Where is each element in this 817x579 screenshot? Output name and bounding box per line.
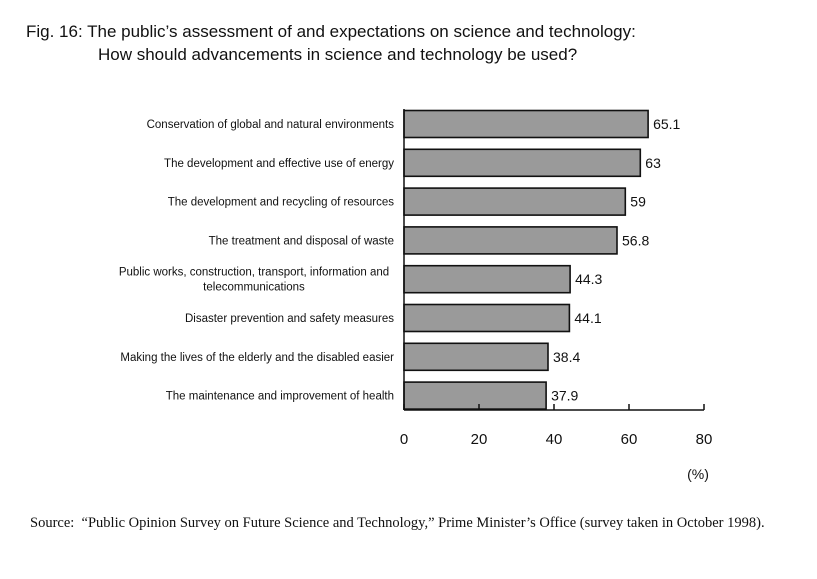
category-label: telecommunications [203,282,305,294]
bars-layer: 65.1 Conservation of global and natural e… [119,109,681,410]
bar-value-label: 44.1 [574,310,601,326]
bar [403,303,571,333]
bar-value-label: 38.4 [553,349,580,365]
x-axis: 0 20 40 60 80 [400,109,713,448]
source-text: “Public Opinion Survey on Future Science… [81,515,765,531]
bar [403,264,571,294]
bar [403,226,618,255]
category-label: The development and recycling of resourc… [168,197,395,209]
x-axis-unit-label: (%) [687,466,709,482]
x-tick-label: 60 [621,431,638,448]
bar [403,148,642,178]
bar [403,109,649,139]
bar [403,187,627,216]
bar [403,381,547,410]
bar-value-label: 44.3 [575,271,602,287]
bar-chart: 65.1 Conservation of global and natural e… [119,109,713,482]
category-label: Disaster prevention and safety measures [185,313,394,325]
source-label: Source: [30,515,75,531]
category-label: Making the lives of the elderly and the … [120,352,394,364]
bar [403,342,549,372]
x-tick-label: 0 [400,431,408,448]
chart-title: Fig. 16: The public’s assessment of and … [26,20,806,66]
source-note: Source: “Public Opinion Survey on Future… [30,513,800,533]
category-label: The treatment and disposal of waste [209,235,394,247]
category-label: The maintenance and improvement of healt… [166,391,394,403]
x-tick-label: 80 [696,431,713,448]
category-label: Conservation of global and natural envir… [147,119,395,131]
bar-value-label: 37.9 [551,388,578,404]
category-label: Public works, construction, transport, i… [119,267,389,279]
chart-title-line-2: How should advancements in science and t… [98,45,578,64]
bar-value-label: 65.1 [653,116,680,132]
x-tick-label: 20 [471,431,488,448]
bar-value-label: 63 [645,155,661,171]
category-label: The development and effective use of ene… [164,158,394,170]
bar-value-label: 56.8 [622,232,649,248]
bar-value-label: 59 [630,194,646,210]
x-tick-label: 40 [546,431,563,448]
chart-title-line-1: Fig. 16: The public’s assessment of and … [26,22,636,41]
